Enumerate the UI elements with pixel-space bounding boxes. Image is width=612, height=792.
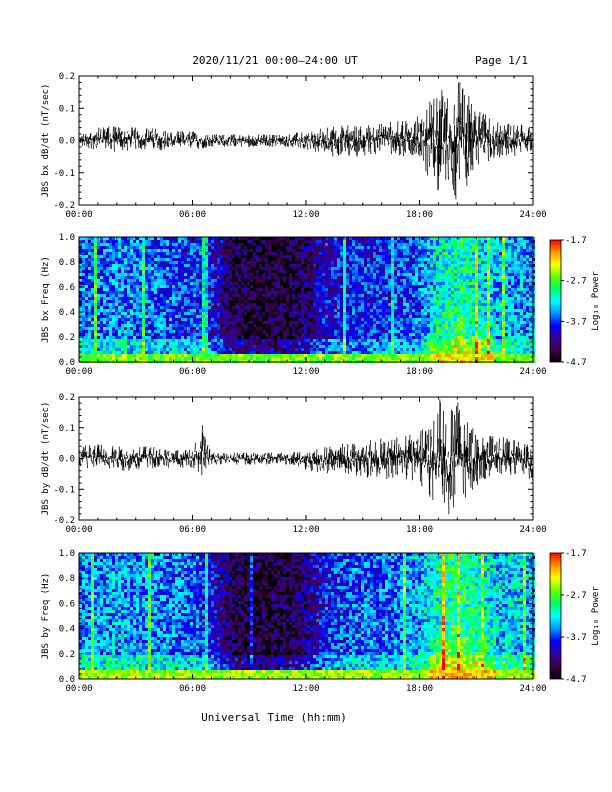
x-tick-label: 00:00 xyxy=(65,210,92,220)
y-tick-label: -0.2 xyxy=(53,516,75,526)
colorbar-tick-label: -2.7 xyxy=(565,277,587,287)
y-tick-label: 0.2 xyxy=(59,650,75,660)
colorbar-label: Log₁₀ Power xyxy=(591,586,601,646)
by-colorbar: -1.7 -2.7 -3.7 -4.7 Log₁₀ Power xyxy=(549,549,601,685)
by-dbdt-panel: 0.2 0.1 0.0 -0.1 -0.200:00 06:00 12:00 18:00 24:… xyxy=(41,393,547,535)
by-spectrogram-panel: 1.0 0.8 0.6 0.4 0.2 0.000:00 06:00 12:00 18:00 24… xyxy=(41,549,547,694)
y-tick-label: 0.1 xyxy=(59,424,75,434)
dbdt-trace xyxy=(78,82,534,200)
y-tick-label: -0.2 xyxy=(53,201,75,211)
colorbar-tick-label: -4.7 xyxy=(565,358,587,368)
y-tick-label: 0.2 xyxy=(59,72,75,82)
x-tick-label: 00:00 xyxy=(65,684,92,694)
x-tick-label: 24:00 xyxy=(519,525,546,535)
dbdt-series xyxy=(78,82,534,200)
x-tick-label: 12:00 xyxy=(292,210,319,220)
x-tick-label: 00:00 xyxy=(65,367,92,377)
y-tick-label: 0.8 xyxy=(59,258,75,268)
x-tick-label: 18:00 xyxy=(406,367,433,377)
y-tick-label: 0.6 xyxy=(59,599,75,609)
page-indicator: Page 1/1 xyxy=(475,54,528,67)
x-tick-label: 00:00 xyxy=(65,525,92,535)
y-tick-label: 0.4 xyxy=(59,308,75,318)
y-axis-label: JBS bx dB/dt (nT/sec) xyxy=(41,84,51,198)
y-axis-label: JBS bx Freq (Hz) xyxy=(41,256,51,343)
spectrogram-image xyxy=(79,553,535,679)
x-tick-label: 06:00 xyxy=(179,684,206,694)
colorbar-tick-label: -3.7 xyxy=(565,317,587,327)
y-tick-label: 0.2 xyxy=(59,393,75,403)
spectrogram-image xyxy=(79,237,535,363)
x-axis-title: Universal Time (hh:mm) xyxy=(201,711,347,724)
colorbar-tick-label: -4.7 xyxy=(565,675,587,685)
y-tick-label: 1.0 xyxy=(59,549,75,559)
x-tick-label: 18:00 xyxy=(406,525,433,535)
y-tick-label: 0.8 xyxy=(59,574,75,584)
y-tick-label: -0.1 xyxy=(53,169,75,179)
bx-dbdt-panel: 0.2 0.1 0.0 -0.1 -0.200:00 06:00 12:00 18:00 24:… xyxy=(41,72,547,220)
y-tick-label: -0.1 xyxy=(53,485,75,495)
x-tick-label: 24:00 xyxy=(519,367,546,377)
figure-title: 2020/11/21 00:00–24:00 UT xyxy=(192,54,358,67)
dbdt-trace xyxy=(78,399,534,515)
colorbar-gradient xyxy=(549,239,562,363)
x-tick-label: 18:00 xyxy=(406,684,433,694)
colorbar-tick-label: -1.7 xyxy=(565,236,587,246)
y-tick-label: 0.0 xyxy=(59,455,75,465)
dbdt-series xyxy=(78,399,534,515)
y-tick-label: 0.0 xyxy=(59,675,75,685)
colorbar-tick-label: -2.7 xyxy=(565,591,587,601)
x-tick-label: 12:00 xyxy=(292,525,319,535)
colorbar-label: Log₁₀ Power xyxy=(591,271,601,331)
x-tick-label: 24:00 xyxy=(519,210,546,220)
colorbar-gradient xyxy=(549,552,562,680)
y-tick-label: 1.0 xyxy=(59,233,75,243)
colorbar-tick-label: -3.7 xyxy=(565,633,587,643)
y-tick-label: 0.4 xyxy=(59,625,75,635)
y-tick-label: 0.1 xyxy=(59,104,75,114)
x-tick-label: 18:00 xyxy=(406,210,433,220)
x-tick-label: 24:00 xyxy=(519,684,546,694)
y-tick-label: 0.2 xyxy=(59,333,75,343)
y-tick-label: 0.0 xyxy=(59,137,75,147)
y-tick-label: 0.0 xyxy=(59,358,75,368)
x-tick-label: 06:00 xyxy=(179,525,206,535)
colorbar-tick-label: -1.7 xyxy=(565,549,587,559)
x-tick-label: 06:00 xyxy=(179,210,206,220)
y-axis-label: JBS by Freq (Hz) xyxy=(41,573,51,660)
bx-spectrogram-panel: 1.0 0.8 0.6 0.4 0.2 0.000:00 06:00 12:00 18:00 24… xyxy=(41,233,547,377)
y-tick-label: 0.6 xyxy=(59,283,75,293)
x-tick-label: 12:00 xyxy=(292,367,319,377)
x-tick-label: 12:00 xyxy=(292,684,319,694)
x-tick-label: 06:00 xyxy=(179,367,206,377)
bx-colorbar: -1.7 -2.7 -3.7 -4.7 Log₁₀ Power xyxy=(549,236,601,368)
y-axis-label: JBS by dB/dt (nT/sec) xyxy=(41,402,51,516)
